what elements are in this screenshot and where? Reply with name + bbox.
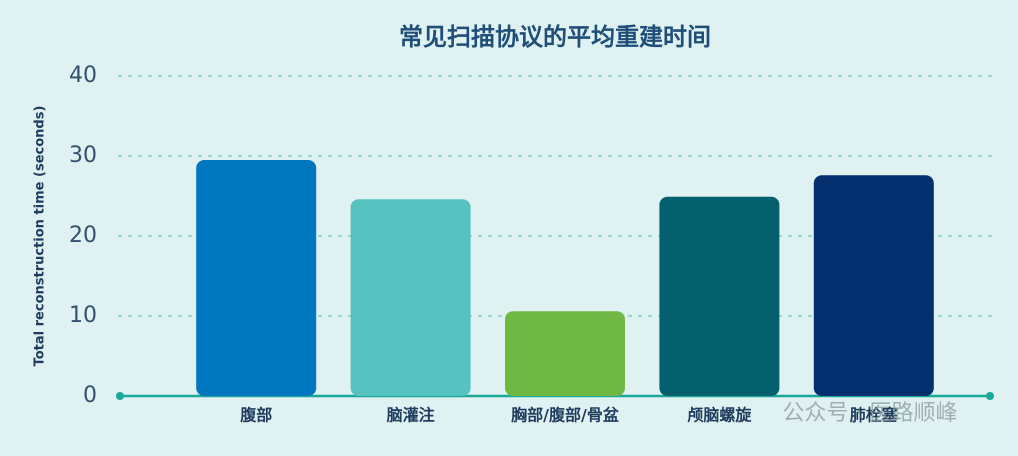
- bar: [350, 199, 471, 396]
- x-tick-label: 腹部: [240, 406, 272, 425]
- y-tick-label: 20: [69, 223, 97, 248]
- y-tick-label: 40: [69, 63, 97, 88]
- axis-end: [116, 392, 124, 400]
- y-tick-label: 10: [69, 303, 97, 328]
- x-tick-label: 脑灌注: [387, 406, 435, 425]
- y-axis-label: Total reconstruction time (seconds): [33, 106, 48, 367]
- bar: [659, 196, 780, 396]
- bar: [196, 160, 317, 396]
- y-tick-label: 30: [69, 143, 97, 168]
- bar: [813, 175, 934, 396]
- x-tick-label: 肺栓塞: [850, 406, 899, 425]
- x-tick-label: 颅脑螺旋: [687, 406, 752, 425]
- watermark: 公众号 · 医路顺峰: [783, 401, 958, 426]
- axis-end: [986, 392, 994, 400]
- x-tick-label: 胸部/腹部/骨盆: [511, 406, 620, 425]
- bar: [505, 311, 625, 396]
- chart-title: 常见扫描协议的平均重建时间: [399, 23, 711, 51]
- y-tick-label: 0: [83, 383, 97, 408]
